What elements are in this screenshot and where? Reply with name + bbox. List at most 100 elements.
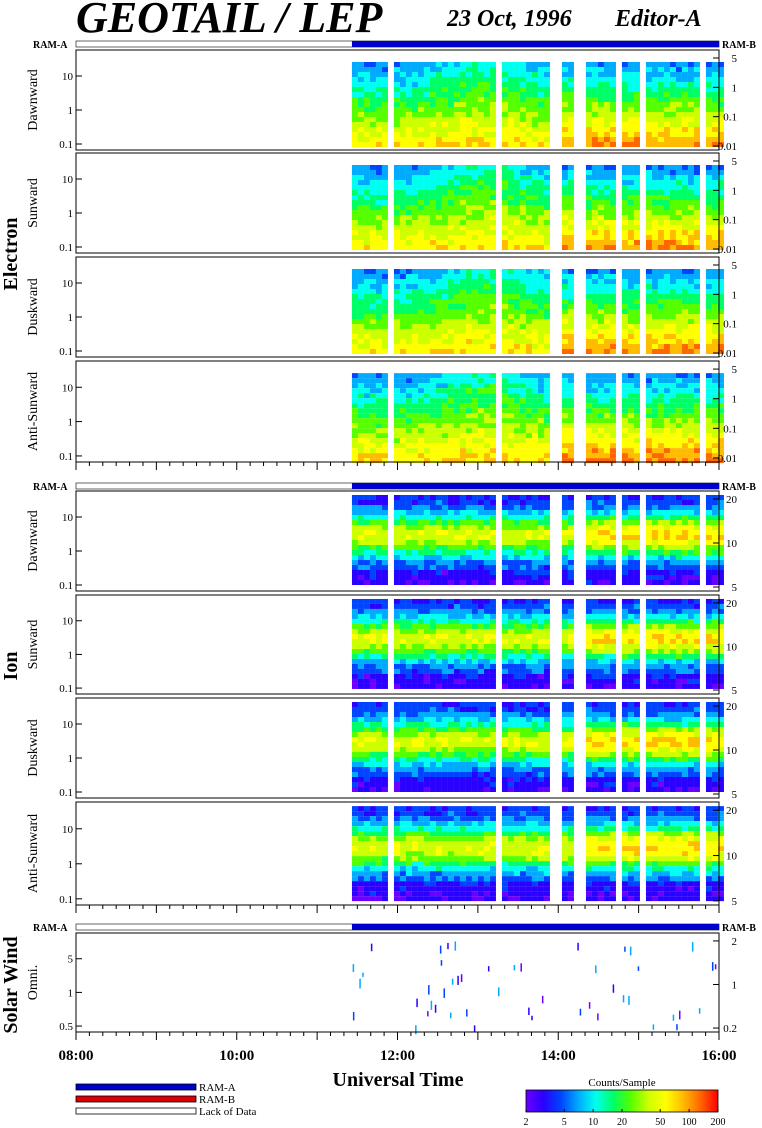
spectrogram-cell xyxy=(483,165,490,170)
spectrogram-cell xyxy=(621,289,628,294)
spectrogram-cell xyxy=(399,132,406,137)
spectrogram-cell xyxy=(651,294,658,299)
spectrogram-cell xyxy=(357,102,364,107)
spectrogram-cell xyxy=(489,92,496,97)
spectrogram-cell xyxy=(603,550,610,555)
spectrogram-cell xyxy=(477,324,484,329)
spectrogram-cell xyxy=(435,628,442,634)
spectrogram-cell xyxy=(357,525,364,530)
spectrogram-cell xyxy=(489,319,496,324)
spectrogram-cell xyxy=(375,87,382,92)
spectrogram-cell xyxy=(429,190,436,195)
spectrogram-cell xyxy=(519,175,526,180)
spectrogram-cell xyxy=(483,575,490,580)
spectrogram-cell xyxy=(381,428,388,434)
spectrogram-cell xyxy=(417,515,424,520)
spectrogram-cell xyxy=(711,545,718,550)
spectrogram-cell xyxy=(369,225,376,230)
spectrogram-cell xyxy=(525,515,532,520)
spectrogram-cell xyxy=(357,339,364,344)
spectrogram-cell xyxy=(357,165,364,170)
spectrogram-cell xyxy=(669,235,676,240)
spectrogram-cell xyxy=(603,137,610,142)
spectrogram-cell xyxy=(435,294,442,299)
spectrogram-cell xyxy=(417,87,424,92)
spectrogram-cell xyxy=(441,500,448,505)
spectrogram-cell xyxy=(627,388,634,394)
spectrogram-cell xyxy=(597,127,604,132)
spectrogram-cell xyxy=(381,403,388,409)
spectrogram-cell xyxy=(357,418,364,424)
spectrogram-cell xyxy=(435,378,442,384)
spectrogram-cell xyxy=(399,142,406,147)
spectrogram-cell xyxy=(591,349,598,354)
spectrogram-cell xyxy=(357,349,364,354)
spectrogram-cell xyxy=(597,67,604,72)
spectrogram-cell xyxy=(519,344,526,349)
panel-label: Anti-Sunward xyxy=(26,372,41,451)
spectrogram-cell xyxy=(525,235,532,240)
spectrogram-cell xyxy=(687,165,694,170)
spectrogram-cell xyxy=(501,289,508,294)
spectrogram-cell xyxy=(351,408,358,414)
spectrogram-cell xyxy=(543,175,550,180)
spectrogram-cell xyxy=(417,608,424,614)
spectrogram-cell xyxy=(519,132,526,137)
spectrogram-cell xyxy=(651,72,658,77)
spectrogram-cell xyxy=(681,190,688,195)
spectrogram-cell xyxy=(507,510,514,515)
spectrogram-cell xyxy=(357,87,364,92)
spectrogram-cell xyxy=(501,570,508,575)
spectrogram-cell xyxy=(621,423,628,429)
spectrogram-cell xyxy=(435,175,442,180)
spectrogram-cell xyxy=(651,235,658,240)
spectrogram-cell xyxy=(669,418,676,424)
spectrogram-cell xyxy=(429,77,436,82)
spectrogram-cell xyxy=(393,643,400,649)
spectrogram-cell xyxy=(663,418,670,424)
spectrogram-cell xyxy=(717,245,724,250)
spectrogram-cell xyxy=(357,185,364,190)
spectrogram-cell xyxy=(513,438,520,444)
spectrogram-cell xyxy=(405,304,412,309)
spectrogram-cell xyxy=(429,334,436,339)
spectrogram-cell xyxy=(483,525,490,530)
spectrogram-cell xyxy=(447,453,454,459)
spectrogram-cell xyxy=(627,175,634,180)
spectrogram-cell xyxy=(411,72,418,77)
spectrogram-cell xyxy=(429,403,436,409)
spectrogram-cell xyxy=(603,334,610,339)
spectrogram-cell xyxy=(483,284,490,289)
spectrogram-cell xyxy=(543,304,550,309)
spectrogram-cell xyxy=(675,195,682,200)
spectrogram-cell xyxy=(609,235,616,240)
spectrogram-cell xyxy=(483,132,490,137)
spectrogram-cell xyxy=(585,304,592,309)
spectrogram-cell xyxy=(405,117,412,122)
spectrogram-cell xyxy=(453,225,460,230)
spectrogram-cell xyxy=(399,309,406,314)
spectrogram-cell xyxy=(429,274,436,279)
spectrogram-cell xyxy=(441,274,448,279)
spectrogram-cell xyxy=(369,349,376,354)
spectrogram-cell xyxy=(393,580,400,585)
spectrogram-cell xyxy=(447,403,454,409)
spectrogram-cell xyxy=(369,638,376,644)
spectrogram-cell xyxy=(441,289,448,294)
spectrogram-cell xyxy=(369,289,376,294)
spectrogram-cell xyxy=(645,408,652,414)
spectrogram-cell xyxy=(363,575,370,580)
spectrogram-cell xyxy=(369,324,376,329)
spectrogram-cell xyxy=(393,175,400,180)
spectrogram-cell xyxy=(489,565,496,570)
spectrogram-cell xyxy=(597,388,604,394)
spectrogram-cell xyxy=(675,132,682,137)
spectrogram-cell xyxy=(369,210,376,215)
spectrogram-cell xyxy=(669,210,676,215)
spectrogram-cell xyxy=(447,575,454,580)
spectrogram-cell xyxy=(471,530,478,535)
spectrogram-cell xyxy=(357,220,364,225)
spectrogram-cell xyxy=(657,433,664,439)
spectrogram-cell xyxy=(609,294,616,299)
